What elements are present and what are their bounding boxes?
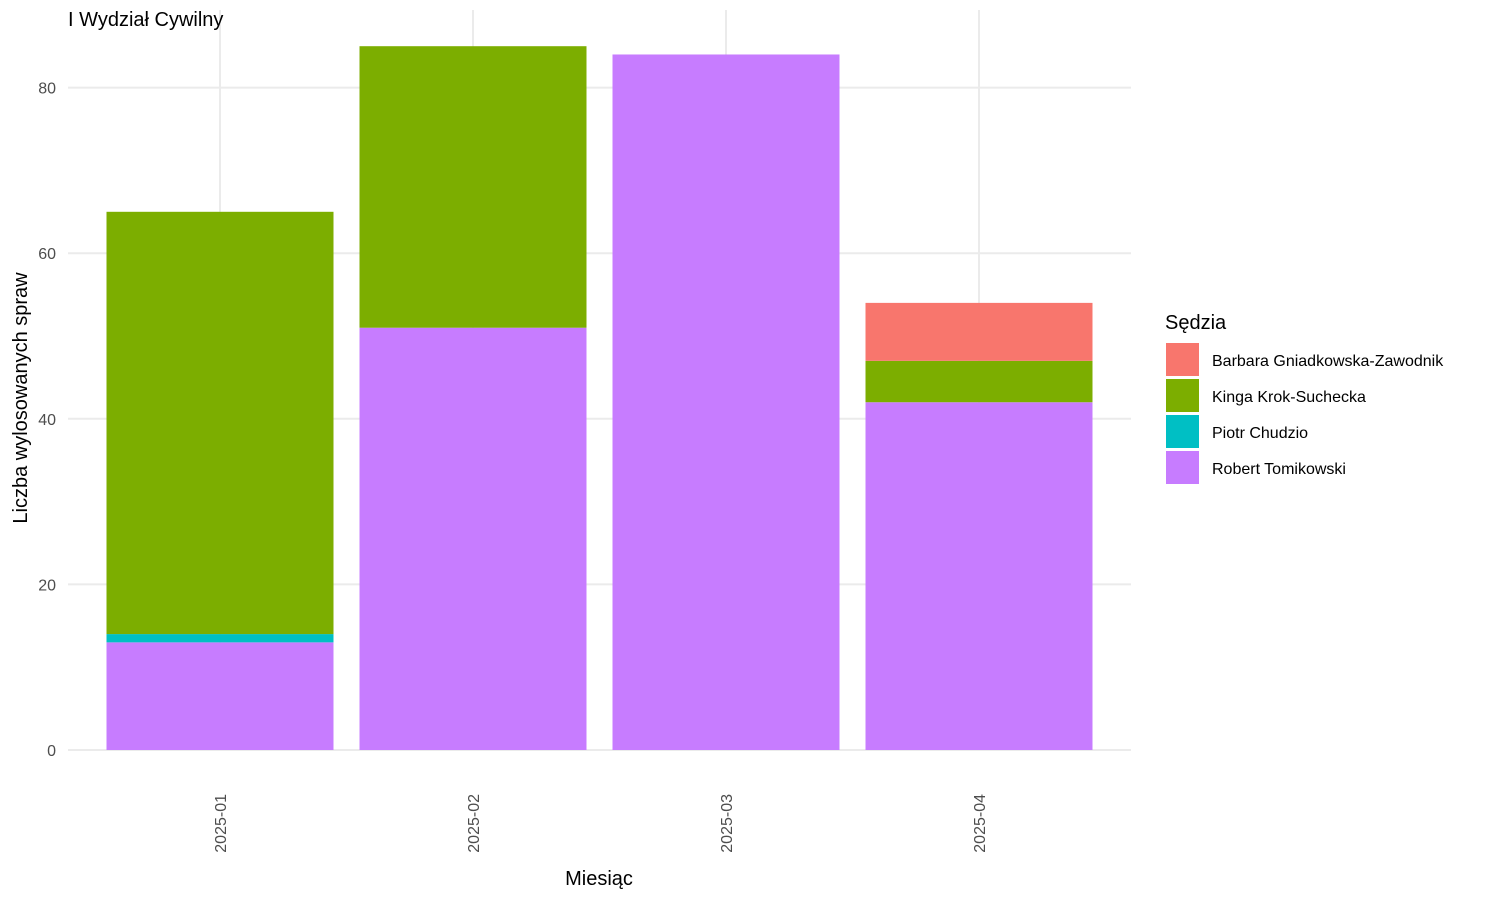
- bar-segment: [359, 46, 587, 328]
- x-tick-label: 2025-01: [213, 794, 230, 853]
- legend-label: Kinga Krok-Suchecka: [1212, 389, 1366, 406]
- x-axis-ticks: 2025-01 2025-02 2025-03 2025-04: [213, 794, 989, 853]
- bar-segment: [106, 211, 334, 635]
- bar-segment: [106, 642, 334, 750]
- x-tick-label: 2025-02: [466, 794, 483, 853]
- legend-swatch: [1166, 343, 1199, 376]
- bar-segment: [612, 54, 840, 751]
- legend-items: Barbara Gniadkowska-Zawodnik Kinga Krok-S…: [1166, 343, 1444, 484]
- y-tick-label: 0: [47, 743, 56, 760]
- y-axis-ticks: 0 20 40 60 80: [38, 81, 56, 760]
- chart-title: I Wydział Cywilny: [68, 9, 223, 31]
- bar-segment: [106, 634, 334, 643]
- legend-swatch: [1166, 379, 1199, 412]
- legend-swatch: [1166, 415, 1199, 448]
- legend-swatch: [1166, 451, 1199, 484]
- bar-segment: [359, 327, 587, 750]
- legend-label: Piotr Chudzio: [1212, 425, 1308, 442]
- x-tick-label: 2025-03: [719, 794, 736, 853]
- legend-label: Barbara Gniadkowska-Zawodnik: [1212, 353, 1444, 370]
- bars: [106, 46, 1093, 751]
- y-tick-label: 40: [38, 412, 56, 429]
- x-axis-title: Miesiąc: [565, 868, 633, 890]
- bar-segment: [865, 302, 1093, 361]
- y-tick-label: 80: [38, 81, 56, 98]
- legend-title: Sędzia: [1165, 312, 1227, 334]
- legend: Sędzia Barbara Gniadkowska-Zawodnik Kinga…: [1165, 312, 1444, 484]
- y-axis-title: Liczba wylosowanych spraw: [10, 272, 32, 524]
- x-tick-label: 2025-04: [972, 794, 989, 853]
- bar-segment: [865, 402, 1093, 750]
- y-tick-label: 20: [38, 577, 56, 594]
- bar-segment: [865, 360, 1093, 403]
- legend-label: Robert Tomikowski: [1212, 461, 1346, 478]
- y-tick-label: 60: [38, 246, 56, 263]
